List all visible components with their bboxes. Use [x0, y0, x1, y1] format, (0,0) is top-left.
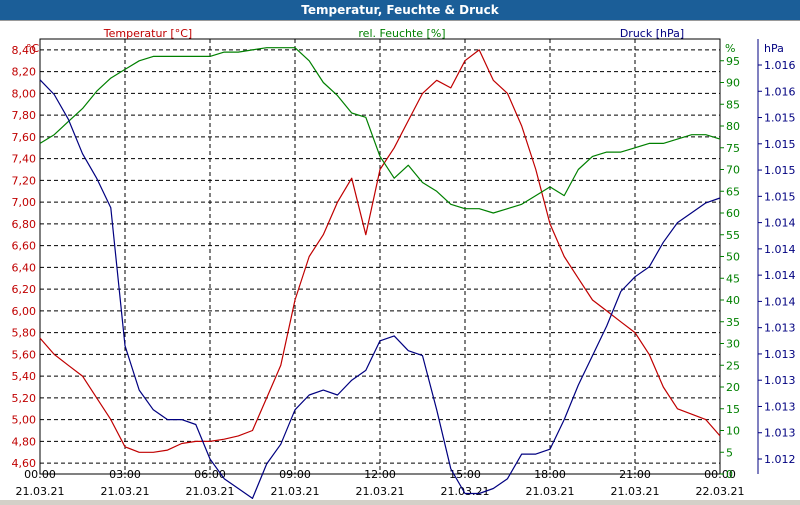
humidity-tick-label: 35	[726, 316, 740, 329]
temperature-tick-label: 5,20	[12, 392, 37, 405]
temperature-tick-label: 5,80	[12, 327, 37, 340]
temperature-tick-label: 7,80	[12, 109, 37, 122]
humidity-tick-label: 85	[726, 98, 740, 111]
pressure-tick-label: 1.014	[764, 217, 796, 230]
humidity-tick-label: 50	[726, 251, 740, 264]
pressure-tick-label: 1.015	[764, 112, 796, 125]
temperature-axis-title: Temperatur [°C]	[103, 27, 192, 40]
humidity-tick-label: 30	[726, 338, 740, 351]
x-date-tick-label: 21.03.21	[441, 485, 490, 498]
pressure-tick-label: 1.013	[764, 374, 796, 387]
x-time-tick-label: 12:00	[364, 468, 396, 481]
pressure-series-line	[39, 79, 721, 499]
temperature-tick-label: 8,20	[12, 66, 37, 79]
chart-title-bar: Temperatur, Feuchte & Druck	[0, 0, 800, 20]
humidity-tick-label: 20	[726, 381, 740, 394]
x-date-tick-label: 21.03.21	[526, 485, 575, 498]
pressure-tick-label: 1.015	[764, 138, 796, 151]
temperature-tick-label: 6,60	[12, 240, 37, 253]
humidity-tick-label: 60	[726, 207, 740, 220]
humidity-unit: %	[725, 42, 735, 55]
humidity-tick-label: 25	[726, 359, 740, 372]
pressure-tick-label: 1.015	[764, 190, 796, 203]
humidity-tick-label: 95	[726, 55, 740, 68]
temperature-tick-label: 7,00	[12, 196, 37, 209]
humidity-tick-label: 70	[726, 164, 740, 177]
x-time-tick-label: 00:00	[24, 468, 56, 481]
pressure-tick-label: 1.014	[764, 243, 796, 256]
pressure-tick-label: 1.013	[764, 348, 796, 361]
pressure-tick-label: 1.015	[764, 164, 796, 177]
humidity-tick-label: 90	[726, 77, 740, 90]
ticks-layer: 4,60 4,80 5,00 5,20 5,40 5,60 5,80 6,00 6,20 6,40…	[12, 39, 796, 498]
x-time-tick-label: 18:00	[534, 468, 566, 481]
x-date-tick-label: 21.03.21	[101, 485, 150, 498]
pressure-tick-label: 1.012	[764, 453, 796, 466]
pressure-tick-label: 1.014	[764, 269, 796, 282]
series-layer	[39, 47, 721, 499]
humidity-tick-label: 15	[726, 403, 740, 416]
temperature-series-line	[39, 49, 721, 453]
humidity-tick-label: 45	[726, 272, 740, 285]
pressure-tick-label: 1.016	[764, 85, 796, 98]
humidity-tick-label: 65	[726, 185, 740, 198]
pressure-tick-label: 1.013	[764, 322, 796, 335]
temperature-tick-label: 4,60	[12, 457, 37, 470]
pressure-unit: hPa	[764, 42, 784, 55]
humidity-tick-label: 75	[726, 142, 740, 155]
temperature-tick-label: 6,40	[12, 261, 37, 274]
temperature-tick-label: 6,80	[12, 218, 37, 231]
temperature-tick-label: 7,60	[12, 131, 37, 144]
x-time-tick-label: 09:00	[279, 468, 311, 481]
pressure-tick-label: 1.016	[764, 59, 796, 72]
x-date-tick-label: 21.03.21	[356, 485, 405, 498]
temperature-tick-label: 6,20	[12, 283, 37, 296]
x-date-tick-label: 21.03.21	[271, 485, 320, 498]
humidity-series-line	[39, 47, 721, 214]
pressure-tick-label: 1.014	[764, 295, 796, 308]
x-time-tick-label: 03:00	[109, 468, 141, 481]
humidity-tick-label: 5	[726, 446, 733, 459]
x-date-tick-label: 21.03.21	[611, 485, 660, 498]
temperature-tick-label: 7,40	[12, 153, 37, 166]
x-time-tick-label: 15:00	[449, 468, 481, 481]
humidity-axis-title: rel. Feuchte [%]	[358, 27, 445, 40]
chart-svg: °C Temperatur [°C] rel. Feuchte [%] % Dr…	[12, 27, 796, 499]
humidity-tick-label: 40	[726, 294, 740, 307]
grid-layer	[40, 39, 720, 474]
pressure-tick-label: 1.013	[764, 427, 796, 440]
temperature-unit: °C	[26, 42, 40, 55]
x-time-tick-label: 06:00	[194, 468, 226, 481]
chart-title: Temperatur, Feuchte & Druck	[301, 3, 499, 17]
humidity-tick-label: 55	[726, 229, 740, 242]
temperature-tick-label: 5,40	[12, 370, 37, 383]
temperature-tick-label: 5,60	[12, 348, 37, 361]
x-date-tick-label: 21.03.21	[16, 485, 65, 498]
humidity-tick-label: 0	[726, 468, 733, 481]
temperature-tick-label: 7,20	[12, 174, 37, 187]
temperature-tick-label: 4,80	[12, 435, 37, 448]
temperature-tick-label: 5,00	[12, 414, 37, 427]
humidity-tick-label: 80	[726, 120, 740, 133]
pressure-tick-label: 1.013	[764, 400, 796, 413]
chart-area: °C Temperatur [°C] rel. Feuchte [%] % Dr…	[0, 20, 800, 500]
temperature-tick-label: 8,00	[12, 87, 37, 100]
temperature-tick-label: 8,40	[12, 44, 37, 57]
x-time-tick-label: 21:00	[619, 468, 651, 481]
temperature-tick-label: 6,00	[12, 305, 37, 318]
x-date-tick-label: 22.03.21	[696, 485, 745, 498]
pressure-axis-title: Druck [hPa]	[620, 27, 684, 40]
x-date-tick-label: 21.03.21	[186, 485, 235, 498]
humidity-tick-label: 10	[726, 425, 740, 438]
